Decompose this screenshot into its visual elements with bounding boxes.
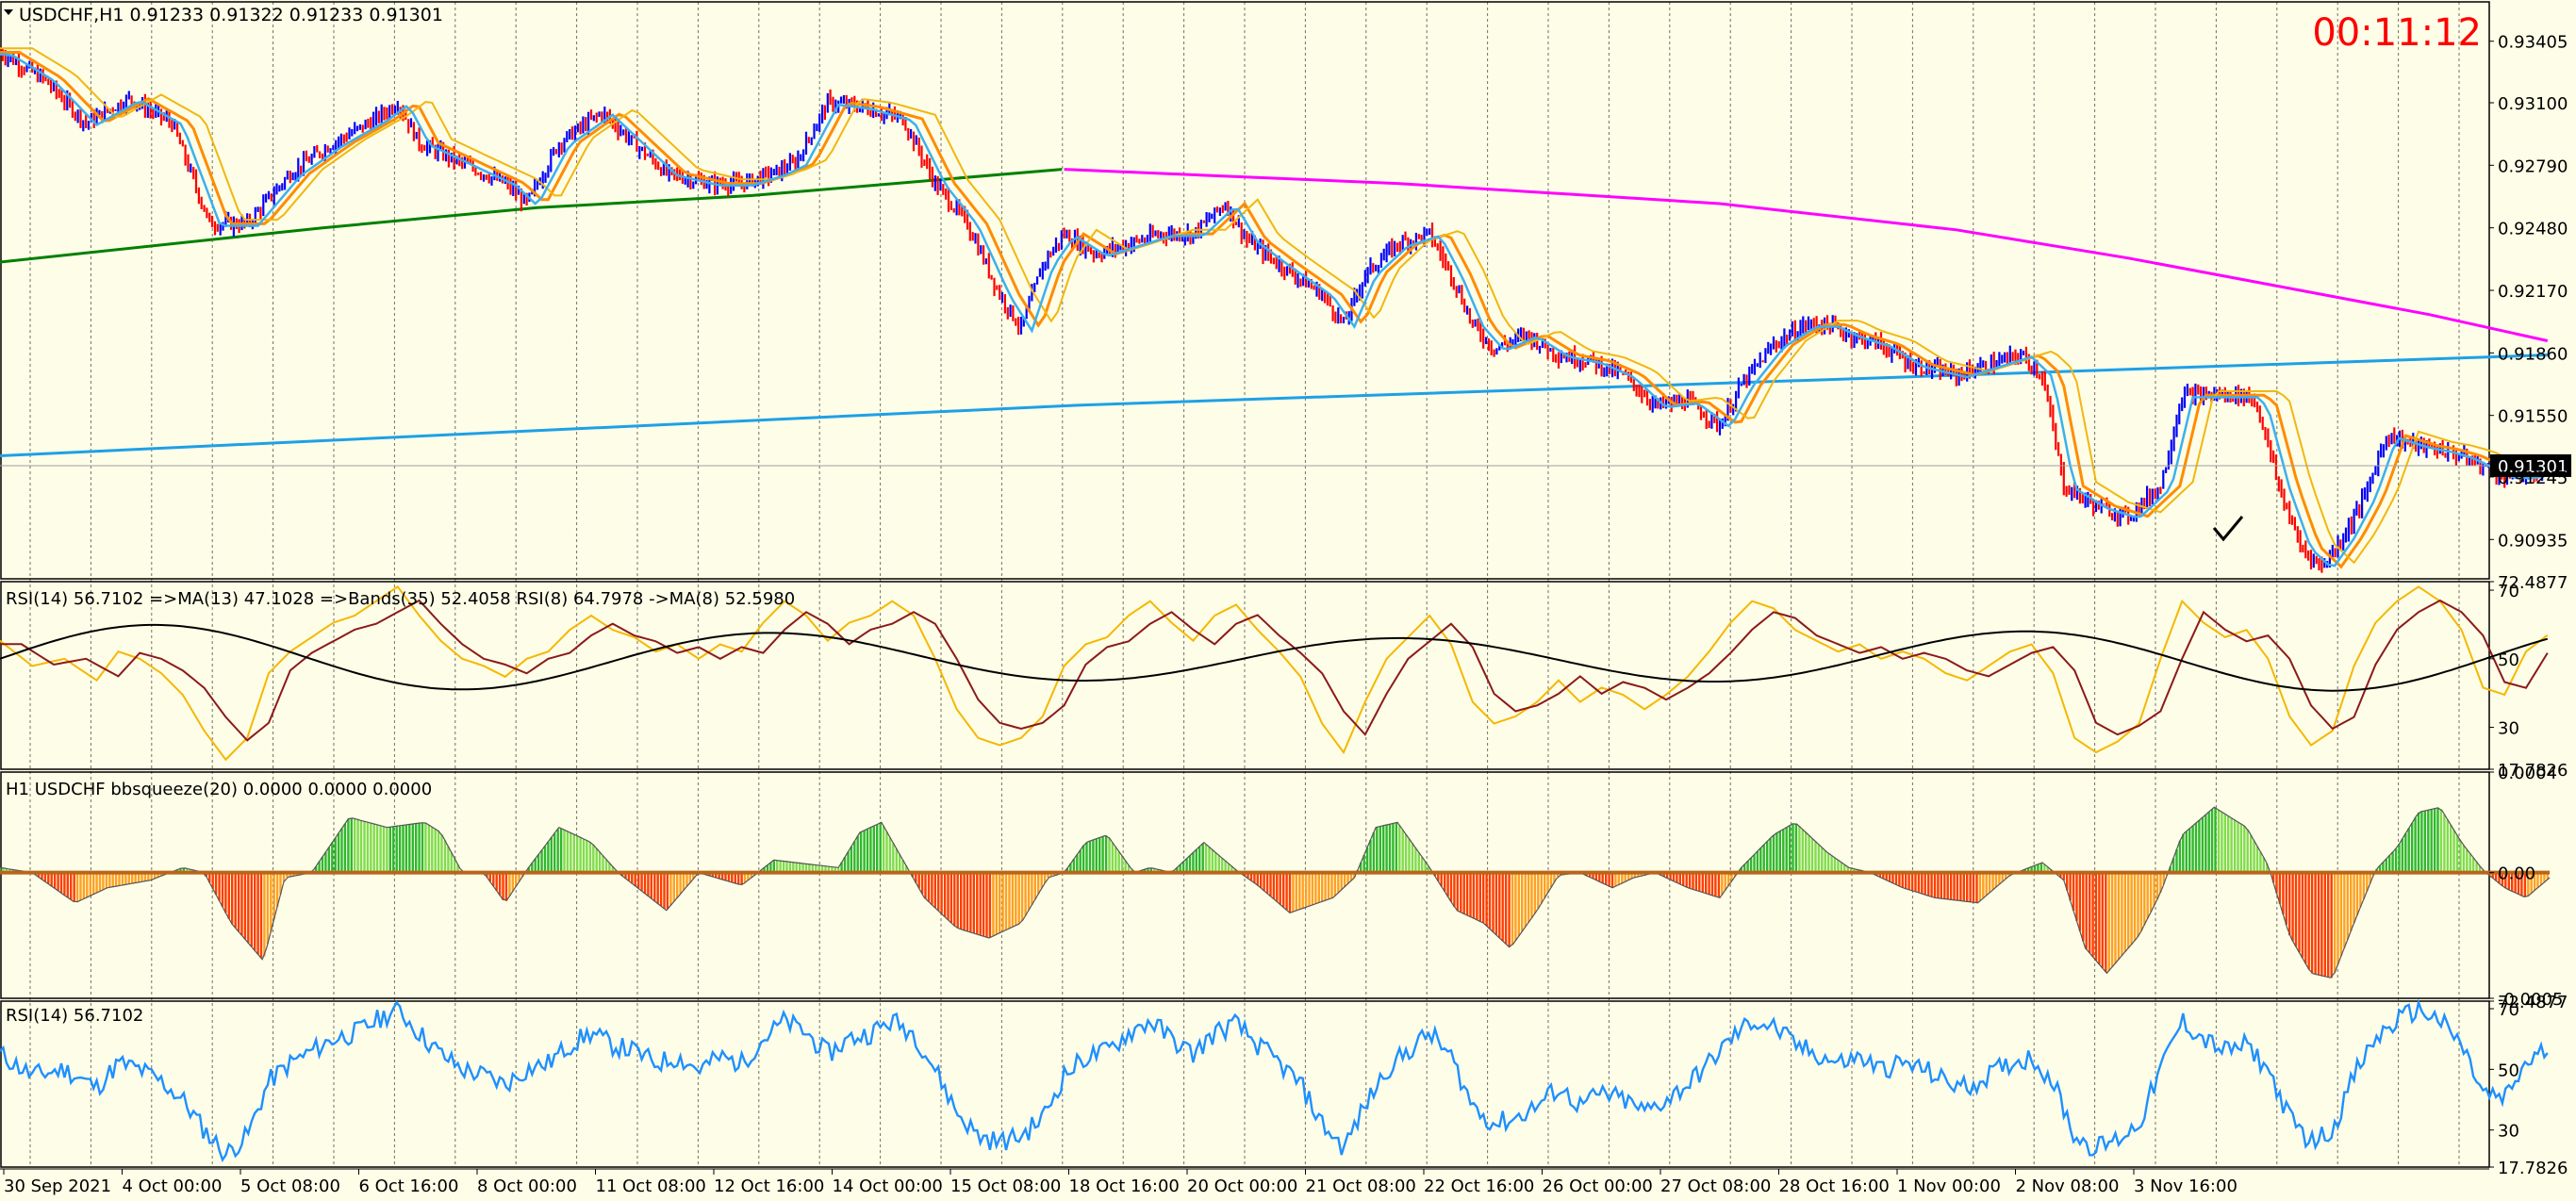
time-tick-label: 11 Oct 08:00 — [596, 1176, 706, 1196]
rsi-bands-tick-label: 50 — [2498, 650, 2519, 670]
price-pane[interactable]: 0.91301 — [0, 47, 2571, 573]
rsi-title: RSI(14) 56.7102 — [6, 1006, 143, 1026]
rsi-bands-tick-label: 70 — [2498, 582, 2519, 601]
rsi-bands-pane[interactable] — [0, 585, 2549, 762]
squeeze-tick-label: -0.0005 — [2498, 990, 2563, 1010]
time-tick-label: 4 Oct 00:00 — [123, 1176, 223, 1196]
price-tick-label: 0.91550 — [2498, 407, 2568, 427]
price-tick-label: 0.93100 — [2498, 94, 2568, 114]
bbsqueeze-pane[interactable] — [0, 806, 2551, 979]
rsi-tick-label: 17.7826 — [2498, 1159, 2568, 1178]
orange-ma-line — [0, 51, 2548, 569]
rsi-ma-line — [0, 599, 2549, 742]
bbsqueeze-title: H1 USDCHF bbsqueeze(20) 0.0000 0.0000 0.… — [6, 780, 432, 799]
price-overlays: 0.91301 — [0, 47, 2571, 569]
time-tick-label: 14 Oct 00:00 — [833, 1176, 943, 1196]
price-axis: 0.93405 0.93100 0.92790 0.92480 0.92170 0.918… — [2489, 33, 2568, 551]
time-tick-label: 2 Nov 08:00 — [2016, 1176, 2120, 1196]
price-tick-label: 0.92170 — [2498, 282, 2568, 302]
bbsqueeze-axis: 0.0004 0.00 -0.0005 — [2489, 764, 2563, 1010]
price-tick-label: 0.90935 — [2498, 531, 2568, 551]
rsi-bands-title: RSI(14) 56.7102 =>MA(13) 47.1028 =>Bands… — [6, 589, 795, 609]
price-tick-label: 0.91860 — [2498, 344, 2568, 364]
price-tick-label: 0.92790 — [2498, 156, 2568, 176]
price-bars — [0, 47, 2549, 573]
rsi8-line — [0, 585, 2549, 762]
rsi-tick-label: 72.4877 — [2498, 993, 2568, 1012]
time-tick-label: 3 Nov 16:00 — [2134, 1176, 2237, 1196]
time-tick-label: 1 Nov 00:00 — [1897, 1176, 2001, 1196]
price-tick-label: 0.92480 — [2498, 220, 2568, 239]
menu-triangle-icon[interactable] — [4, 9, 13, 15]
rsi-bands-tick-label: 30 — [2498, 719, 2519, 739]
lightblue-ma-line — [0, 53, 2549, 568]
time-tick-label: 26 Oct 00:00 — [1543, 1176, 1653, 1196]
rsi-line — [0, 998, 2549, 1162]
moving-average-line — [1064, 168, 2549, 342]
rsi-tick-label: 30 — [2498, 1122, 2519, 1142]
rsi-tick-label: 50 — [2498, 1061, 2519, 1080]
time-tick-label: 22 Oct 16:00 — [1424, 1176, 1534, 1196]
rsi-pane[interactable] — [0, 998, 2549, 1162]
time-tick-label: 27 Oct 08:00 — [1660, 1176, 1771, 1196]
squeeze-tick-label: 0.00 — [2498, 864, 2535, 884]
squeeze-outline — [0, 806, 2551, 979]
rsi-tick-label: 70 — [2498, 1000, 2519, 1020]
time-tick-label: 5 Oct 08:00 — [240, 1176, 340, 1196]
time-tick-label: 18 Oct 16:00 — [1069, 1176, 1180, 1196]
time-tick-label: 30 Sep 2021 — [4, 1176, 111, 1196]
current-price-box — [2490, 453, 2571, 477]
time-tick-label: 21 Oct 08:00 — [1306, 1176, 1416, 1196]
time-tick-label: 15 Oct 08:00 — [950, 1176, 1061, 1196]
pane-frame-rsi — [0, 1000, 2490, 1168]
current-price-label: 0.91301 — [2498, 457, 2568, 477]
checkmark-icon — [2212, 516, 2244, 542]
time-axis: 30 Sep 2021 4 Oct 00:00 5 Oct 08:00 6 Oct 1… — [3, 1169, 2237, 1196]
time-tick-label: 12 Oct 16:00 — [714, 1176, 824, 1196]
time-tick-label: 8 Oct 00:00 — [477, 1176, 577, 1196]
price-tick-label: 0.93405 — [2498, 33, 2568, 53]
time-tick-label: 6 Oct 16:00 — [359, 1176, 459, 1196]
price-tick-label: 0.91245 — [2498, 469, 2568, 488]
rsi-bands-tick-label: 72.4877 — [2498, 573, 2568, 593]
time-tick-label: 28 Oct 16:00 — [1779, 1176, 1890, 1196]
squeeze-tick-label: 0.0004 — [2498, 764, 2557, 783]
countdown-timer: 00:11:12 — [2312, 11, 2482, 55]
symbol-header: USDCHF,H1 0.91233 0.91322 0.91233 0.9130… — [19, 5, 443, 25]
bands-line — [0, 623, 2549, 692]
yellow-ma-line — [0, 47, 2548, 565]
rsi-bands-tick-label: 17.7826 — [2498, 761, 2568, 781]
moving-average-line — [0, 168, 1063, 264]
time-tick-label: 20 Oct 00:00 — [1187, 1176, 1297, 1196]
